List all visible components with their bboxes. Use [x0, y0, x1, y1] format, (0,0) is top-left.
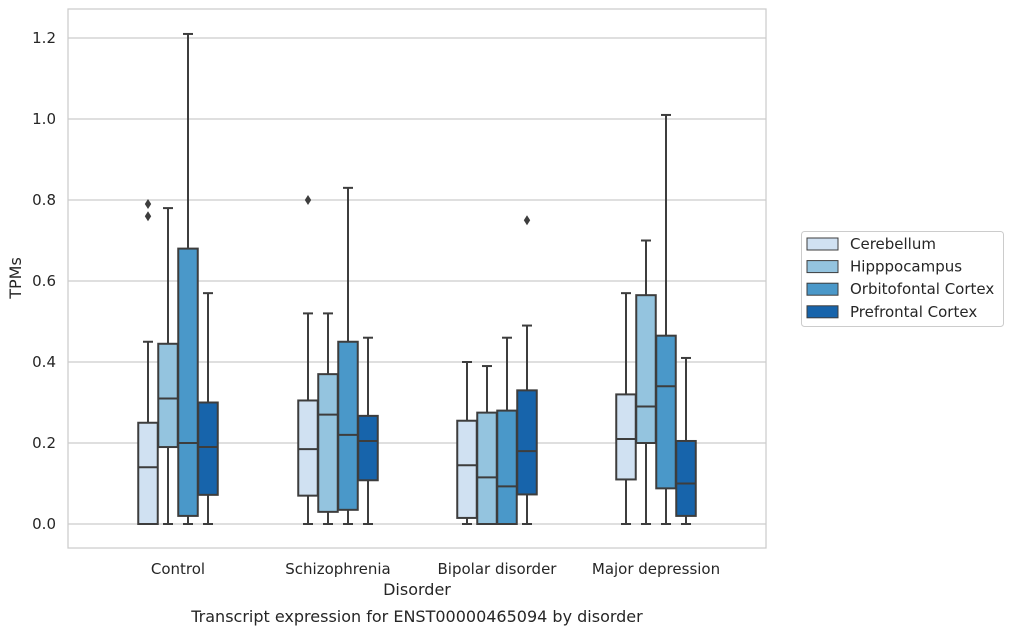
- x-tick-label: Major depression: [592, 560, 720, 578]
- box-body: [476, 411, 498, 525]
- legend-label: Hipppocampus: [850, 258, 962, 276]
- box-body: [496, 409, 518, 526]
- box-body: [337, 340, 359, 511]
- box-flier: [144, 199, 152, 210]
- box-body: [357, 414, 379, 482]
- box-body: [197, 401, 219, 496]
- box-body: [157, 342, 179, 449]
- box-group: [297, 195, 319, 525]
- box-flier: [304, 195, 312, 205]
- box-body: [317, 373, 339, 513]
- x-tick-label: Bipolar disorder: [438, 560, 558, 578]
- y-tick-label: 1.2: [32, 29, 56, 47]
- box-flier: [523, 215, 531, 226]
- box-body: [655, 334, 677, 490]
- box-body: [456, 419, 478, 519]
- legend-frame: [801, 231, 1004, 327]
- box-group: [496, 336, 518, 526]
- legend-swatch: [806, 282, 839, 296]
- box-group: [655, 113, 677, 525]
- box-body: [635, 294, 657, 444]
- legend-swatch: [806, 305, 839, 319]
- box-body: [615, 393, 637, 481]
- plot-frame: [67, 8, 767, 549]
- box-body: [137, 421, 159, 525]
- box-group: [615, 292, 637, 525]
- box-body: [177, 247, 199, 517]
- y-tick-label: 0.8: [32, 191, 56, 209]
- box-group: [357, 336, 379, 525]
- y-axis-ticks: 0.0 0.2 0.4 0.6 0.8 1.0 1.2: [32, 29, 56, 533]
- box-group: [675, 356, 697, 525]
- x-axis-ticks: Control Schizophrenia Bipolar disorder Majo…: [151, 560, 720, 578]
- x-tick-label: Control: [151, 560, 205, 578]
- box-group: [197, 292, 219, 525]
- x-axis-label: Disorder: [383, 580, 451, 599]
- y-axis-label: TPMs: [6, 257, 25, 300]
- box-group: [137, 199, 159, 525]
- box-group: [516, 215, 538, 525]
- y-tick-label: 1.0: [32, 110, 56, 128]
- legend-swatch: [806, 260, 839, 274]
- box-group: [476, 365, 498, 525]
- box-flier: [144, 211, 152, 222]
- y-tick-label: 0.6: [32, 272, 56, 290]
- legend-label: Orbitofontal Cortex: [850, 280, 994, 298]
- chart-caption: Transcript expression for ENST0000046509…: [190, 607, 643, 626]
- box-body: [675, 439, 697, 517]
- box-group: [177, 32, 199, 525]
- box-body: [297, 399, 319, 497]
- legend-label: Cerebellum: [850, 235, 936, 253]
- legend-label: Prefrontal Cortex: [850, 303, 977, 321]
- x-tick-label: Schizophrenia: [285, 560, 390, 578]
- legend: Cerebellum Hipppocampus Orbitofontal Corte…: [801, 231, 1004, 327]
- y-tick-label: 0.2: [32, 434, 56, 452]
- y-tick-label: 0.0: [32, 515, 56, 533]
- legend-swatch: [806, 237, 839, 251]
- box-body: [516, 389, 538, 496]
- y-tick-label: 0.4: [32, 353, 56, 371]
- box-plots: [137, 32, 697, 526]
